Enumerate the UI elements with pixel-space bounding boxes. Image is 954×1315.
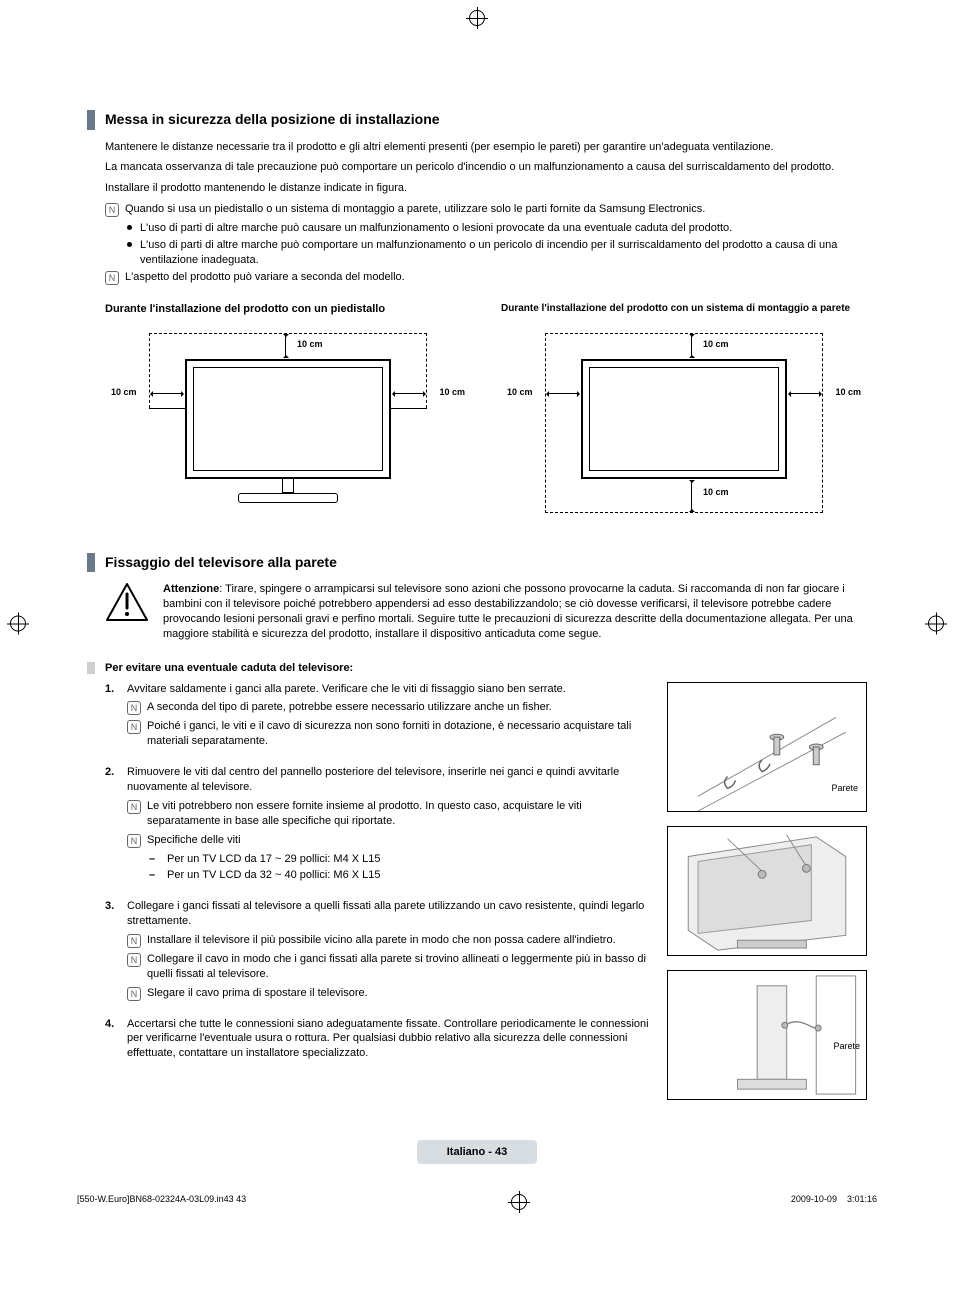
section1-body: Mantenere le distanze necessarie tra il … (105, 140, 867, 523)
step-text: Rimuovere le viti dal centro del pannell… (127, 765, 653, 795)
heading-wall-install: Durante l'installazione del prodotto con… (501, 303, 867, 315)
dash-icon: – (149, 868, 159, 883)
warning-block: Attenzione: Tirare, spingere o arrampica… (105, 582, 867, 641)
para-install-distance: Installare il prodotto mantenendo le dis… (105, 181, 867, 196)
note-text: Specifiche delle viti (147, 833, 241, 848)
note-text: Installare il televisore il più possibil… (147, 933, 616, 948)
meta-filename: [550-W.Euro]BN68-02324A-03L09.in43 43 (77, 1194, 246, 1210)
illustration-wall-hooks: Parete (667, 682, 867, 812)
illustration-tv-back (667, 826, 867, 956)
heading-stand-install: Durante l'installazione del prodotto con… (105, 303, 471, 315)
page-footer: Italiano - 43 (87, 1140, 867, 1164)
note-icon: N (127, 720, 141, 734)
step-text: Avvitare saldamente i ganci alla parete.… (127, 682, 566, 697)
note-icon: N (127, 953, 141, 967)
step-text: Accertarsi che tutte le connessioni sian… (127, 1017, 653, 1062)
step-number: 4. (105, 1017, 121, 1062)
step-3: 3. Collegare i ganci fissati al televiso… (105, 899, 653, 1000)
page-number-pill: Italiano - 43 (417, 1140, 538, 1164)
meta-timestamp: 2009-10-09 3:01:16 (791, 1194, 877, 1210)
note-text: Quando si usa un piedistallo o un sistem… (125, 202, 705, 217)
wall-label: Parete (831, 783, 858, 793)
dim-top: 10 cm (701, 339, 731, 349)
diagram-stand: 10 cm 10 cm 10 cm (105, 323, 471, 523)
note-icon: N (127, 800, 141, 814)
step-number: 2. (105, 765, 121, 795)
registration-mark-top (469, 10, 485, 29)
note-samsung-parts: N Quando si usa un piedistallo o un sist… (105, 202, 867, 217)
note-text: Slegare il cavo prima di spostare il tel… (147, 986, 368, 1001)
step-number: 3. (105, 899, 121, 929)
registration-mark-left (10, 615, 26, 634)
warning-label: Attenzione (163, 583, 219, 595)
para-ventilation: Mantenere le distanze necessarie tra il … (105, 140, 867, 155)
spec-text: Per un TV LCD da 17 ~ 29 pollici: M4 X L… (167, 852, 381, 867)
step-2: 2. Rimuovere le viti dal centro del pann… (105, 765, 653, 883)
subsection-avoid-fall: Per evitare una eventuale caduta del tel… (87, 662, 867, 674)
note-icon: N (127, 701, 141, 715)
bullet-other-brands-fire: L'uso di parti di altre marche può compo… (127, 238, 867, 268)
note-icon: N (127, 834, 141, 848)
note-icon: N (105, 203, 119, 217)
note-appearance-varies: N L'aspetto del prodotto può variare a s… (105, 270, 867, 285)
warning-icon (105, 582, 149, 622)
registration-mark-right (928, 615, 944, 634)
dim-right: 10 cm (437, 387, 467, 397)
step-1: 1. Avvitare saldamente i ganci alla pare… (105, 682, 653, 750)
spec-text: Per un TV LCD da 32 ~ 40 pollici: M6 X L… (167, 868, 381, 883)
section-title-wall-fixing: Fissaggio del televisore alla parete (87, 553, 867, 573)
dim-right: 10 cm (833, 387, 863, 397)
illustration-column: Parete (667, 682, 867, 1100)
step-4: 4. Accertarsi che tutte le connessioni s… (105, 1017, 653, 1062)
steps-column: 1. Avvitare saldamente i ganci alla pare… (87, 682, 653, 1100)
note-icon: N (127, 987, 141, 1001)
note-text: L'aspetto del prodotto può variare a sec… (125, 270, 405, 285)
illustration-side-tether: Parete (667, 970, 867, 1100)
bullet-text: L'uso di parti di altre marche può compo… (140, 238, 867, 268)
bullet-icon (127, 225, 132, 230)
diagram-wall-mount: 10 cm 10 cm 10 cm 10 cm (501, 323, 867, 523)
note-text: A seconda del tipo di parete, potrebbe e… (147, 700, 552, 715)
section-title-installation-position: Messa in sicurezza della posizione di in… (87, 110, 867, 130)
warning-text: Attenzione: Tirare, spingere o arrampica… (163, 582, 867, 641)
registration-mark-bottom (511, 1194, 527, 1210)
page-content: Messa in sicurezza della posizione di in… (87, 110, 867, 1164)
note-icon: N (127, 934, 141, 948)
bullet-text: L'uso di parti di altre marche può causa… (140, 221, 732, 236)
warning-body: : Tirare, spingere o arrampicarsi sul te… (163, 583, 853, 640)
clearance-diagrams: 10 cm 10 cm 10 cm 10 cm 10 cm (105, 323, 867, 523)
dim-left: 10 cm (109, 387, 139, 397)
note-text: Poiché i ganci, le viti e il cavo di sic… (147, 719, 653, 749)
step-text: Collegare i ganci fissati al televisore … (127, 899, 653, 929)
diagram-headings: Durante l'installazione del prodotto con… (105, 303, 867, 315)
dim-top: 10 cm (295, 339, 325, 349)
note-text: Collegare il cavo in modo che i ganci fi… (147, 952, 653, 982)
dim-left: 10 cm (505, 387, 535, 397)
wall-label: Parete (833, 1041, 860, 1051)
steps-and-illustrations: 1. Avvitare saldamente i ganci alla pare… (87, 682, 867, 1100)
bullet-other-brands-fall: L'uso di parti di altre marche può causa… (127, 221, 867, 236)
dim-bottom: 10 cm (701, 487, 731, 497)
step-number: 1. (105, 682, 121, 697)
note-icon: N (105, 271, 119, 285)
para-fire-risk: La mancata osservanza di tale precauzion… (105, 160, 867, 175)
dash-icon: – (149, 852, 159, 867)
bullet-icon (127, 242, 132, 247)
print-meta-footer: [550-W.Euro]BN68-02324A-03L09.in43 43 20… (67, 1194, 887, 1210)
note-text: Le viti potrebbero non essere fornite in… (147, 799, 653, 829)
